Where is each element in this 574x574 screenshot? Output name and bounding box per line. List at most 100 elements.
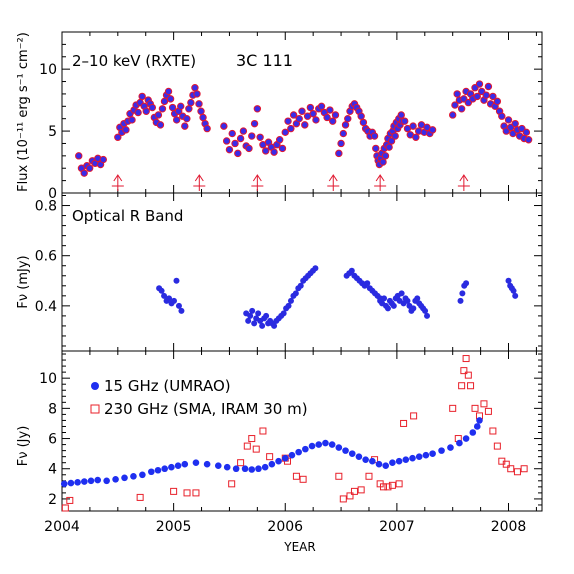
xray-data-point <box>114 133 122 141</box>
radio-15ghz-point <box>456 439 463 447</box>
radio-15ghz-point <box>288 451 296 459</box>
xray-data-point <box>287 124 295 133</box>
radio-15ghz-point <box>415 453 423 460</box>
radio-230ghz-point <box>395 480 403 488</box>
xray-data-point <box>245 144 253 153</box>
xray-data-point <box>142 107 150 115</box>
xray-data-point <box>154 111 163 119</box>
xray-data-point <box>379 158 387 166</box>
radio-230ghz-point <box>502 460 510 468</box>
legend-230ghz-marker <box>90 404 100 414</box>
xray-data-point <box>193 90 201 98</box>
radio-230ghz-point <box>458 382 466 390</box>
xray-data-point <box>412 133 420 141</box>
xray-data-point <box>409 122 417 130</box>
xray-data-point <box>253 105 262 113</box>
xray-data-point <box>475 80 484 88</box>
optical-data-point <box>384 305 391 312</box>
xray-data-point <box>80 169 88 177</box>
xray-data-point <box>522 128 531 137</box>
radio-15ghz-point <box>232 465 240 473</box>
xray-data-point <box>344 114 352 123</box>
radio-15ghz-point <box>447 444 454 451</box>
radio-230ghz-point <box>357 486 365 494</box>
xray-data-point <box>451 101 459 109</box>
radio-15ghz-point <box>422 451 430 459</box>
xray-data-point <box>256 133 264 141</box>
y-tick-label: 4 <box>48 462 57 478</box>
radio-15ghz-point <box>375 460 383 468</box>
xray-data-point <box>448 111 457 119</box>
optical-data-point <box>287 297 294 304</box>
radio-15ghz-point <box>203 460 211 468</box>
radio-230ghz-point <box>339 495 347 503</box>
xray-data-point <box>326 106 334 114</box>
xray-data-point <box>295 114 303 123</box>
radio-230ghz-point <box>350 487 358 495</box>
radio-15ghz-point <box>60 480 68 488</box>
optical-data-point <box>312 265 319 272</box>
xray-data-point <box>172 116 181 124</box>
optical-data-point <box>463 280 470 287</box>
legend-15ghz-label: 15 GHz (UMRAO) <box>104 377 231 395</box>
radio-15ghz-point <box>103 477 110 485</box>
optical-data-point <box>175 302 182 309</box>
radio-points <box>60 355 528 512</box>
xray-data-point <box>309 110 317 118</box>
radio-15ghz-point <box>362 456 369 463</box>
x-axis-label: YEAR <box>283 540 315 554</box>
optical-data-point <box>297 282 304 289</box>
optical-data-point <box>410 305 417 312</box>
optical-data-point <box>457 297 464 304</box>
radio-230ghz-point <box>170 487 178 495</box>
xray-data-point <box>357 112 365 120</box>
radio-15ghz-point <box>402 456 410 463</box>
radio-230ghz-point <box>243 442 251 450</box>
radio-15ghz-point <box>315 441 323 448</box>
radio-15ghz-point <box>130 472 137 480</box>
xray-data-point <box>122 126 130 134</box>
xray-data-point <box>372 144 380 153</box>
radio-15ghz-point <box>248 466 256 473</box>
radio-15ghz-point <box>268 460 276 468</box>
optical-data-point <box>292 290 299 297</box>
y-tick-label: 0.8 <box>35 199 57 215</box>
optical-data-point <box>364 280 371 287</box>
optical-data-point <box>280 310 287 317</box>
radio-230ghz-point <box>299 475 307 483</box>
xray-data-point <box>236 134 245 143</box>
xray-data-point <box>370 132 379 140</box>
xray-data-point <box>225 145 234 154</box>
y-tick-label: 0 <box>48 186 57 202</box>
radio-230ghz-point <box>480 400 488 408</box>
radio-230ghz-point <box>237 459 245 467</box>
y-tick-label: 10 <box>39 371 57 387</box>
radio-230ghz-point <box>400 419 408 427</box>
radio-15ghz-point <box>161 465 168 473</box>
radio-15ghz-point <box>429 450 436 457</box>
optical-data-point <box>245 317 252 324</box>
radio-230ghz-point <box>489 427 497 435</box>
optical-band-label: Optical R Band <box>72 207 183 225</box>
xray-data-point <box>275 136 284 144</box>
xray-data-point <box>337 139 345 148</box>
radio-230ghz-point <box>384 483 392 491</box>
radio-15ghz-point <box>214 462 222 470</box>
xray-data-point <box>75 152 83 160</box>
xray-data-point <box>187 98 195 107</box>
radio-15ghz-point <box>369 457 376 465</box>
radio-230ghz-point <box>471 404 479 412</box>
optical-data-point <box>166 295 173 302</box>
x-tick-label: 2007 <box>379 519 415 535</box>
radio-15ghz-point <box>241 465 249 473</box>
xray-data-point <box>248 132 256 140</box>
xray-data-point <box>128 116 136 124</box>
xray-data-point <box>234 149 242 158</box>
radio-15ghz-point <box>281 454 289 462</box>
xray-data-point <box>183 114 191 123</box>
optical-data-point <box>424 312 431 319</box>
radio-230ghz-point <box>248 435 256 443</box>
xray-y-axis-label: Flux (10⁻¹¹ erg s⁻¹ cm⁻²) <box>16 32 31 192</box>
xray-data-point <box>428 126 437 134</box>
